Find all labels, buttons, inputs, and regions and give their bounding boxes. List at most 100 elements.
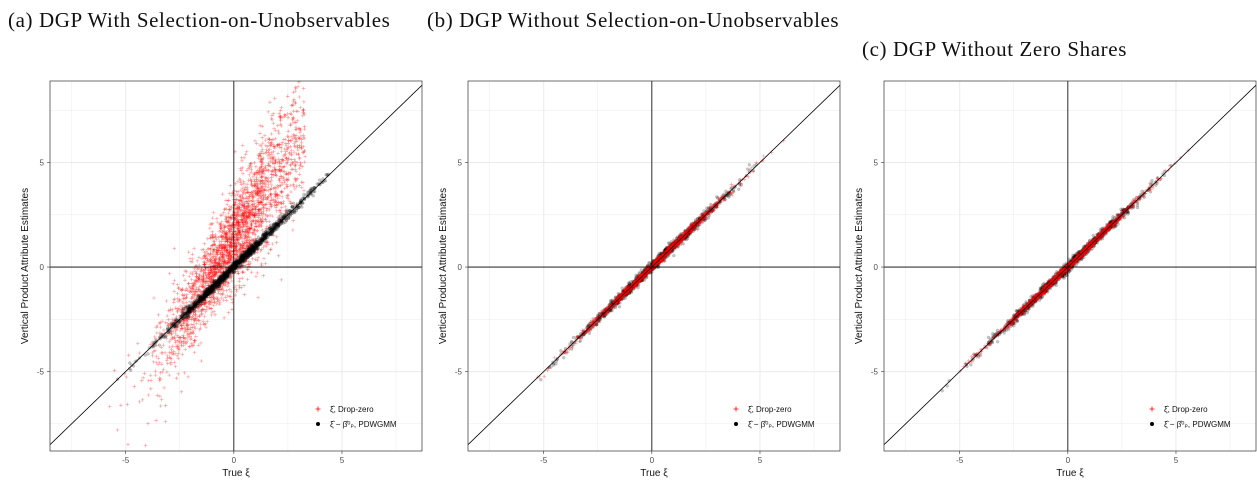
data-point-drop-zero (229, 244, 233, 248)
data-point-drop-zero (224, 231, 228, 236)
data-point-drop-zero (244, 243, 249, 248)
data-point-drop-zero (207, 300, 211, 304)
data-point-drop-zero (255, 185, 260, 189)
data-point-drop-zero (259, 180, 263, 184)
data-point-drop-zero (196, 279, 201, 283)
data-point-drop-zero (293, 136, 298, 140)
data-point-drop-zero (208, 252, 213, 257)
data-point-drop-zero (302, 100, 306, 104)
data-point-drop-zero (189, 331, 193, 336)
data-point-drop-zero (234, 250, 238, 254)
data-point-drop-zero (243, 222, 247, 227)
data-point-drop-zero (260, 169, 265, 174)
data-point-drop-zero (274, 209, 279, 213)
data-point-drop-zero (227, 256, 231, 261)
data-point-drop-zero (258, 153, 262, 158)
data-point-pdwgmm (206, 292, 210, 297)
data-point-pdwgmm (218, 279, 223, 283)
data-point-drop-zero (256, 190, 261, 194)
data-point-drop-zero (150, 351, 154, 355)
data-point-drop-zero (244, 195, 249, 199)
data-point-drop-zero (237, 254, 241, 259)
data-point-drop-zero (218, 242, 222, 246)
data-point-drop-zero (252, 201, 257, 206)
data-point-drop-zero (237, 232, 242, 237)
data-point-drop-zero (221, 236, 225, 240)
data-point-pdwgmm (187, 313, 191, 318)
data-point-drop-zero (217, 289, 221, 293)
data-point-drop-zero (190, 330, 195, 334)
data-point-drop-zero (186, 281, 191, 286)
data-point-drop-zero (188, 337, 193, 342)
data-point-drop-zero (244, 240, 248, 245)
data-point-drop-zero (258, 220, 262, 225)
data-point-drop-zero (224, 214, 228, 218)
data-point-drop-zero (237, 211, 241, 215)
data-point-drop-zero (211, 279, 216, 284)
data-point-drop-zero (270, 214, 274, 218)
data-point-drop-zero (254, 165, 258, 169)
data-point-drop-zero (260, 158, 264, 162)
data-point-drop-zero (220, 192, 225, 196)
data-point-drop-zero (181, 318, 186, 322)
data-point-pdwgmm (216, 284, 220, 288)
data-point-drop-zero (193, 313, 198, 317)
data-point-drop-zero (181, 343, 186, 348)
data-point-drop-zero (276, 129, 280, 133)
data-point-drop-zero (244, 220, 249, 224)
data-point-drop-zero (231, 235, 235, 240)
data-point-pdwgmm (239, 257, 244, 261)
data-point-drop-zero (238, 247, 242, 252)
data-point-drop-zero (221, 257, 225, 262)
data-point-drop-zero (256, 215, 261, 220)
data-point-drop-zero (230, 250, 234, 254)
data-point-drop-zero (276, 157, 281, 161)
data-point-drop-zero (227, 227, 232, 232)
data-point-drop-zero (292, 144, 297, 148)
data-point-drop-zero (257, 189, 262, 194)
data-point-drop-zero (192, 292, 196, 296)
data-point-drop-zero (201, 268, 206, 273)
data-point-drop-zero (265, 209, 269, 213)
data-point-drop-zero (211, 295, 216, 299)
data-point-drop-zero (231, 263, 235, 267)
data-point-drop-zero (234, 287, 239, 292)
data-point-drop-zero (232, 211, 237, 215)
data-point-drop-zero (208, 301, 213, 306)
data-point-drop-zero (253, 224, 257, 229)
data-point-drop-zero (269, 140, 274, 145)
data-point-drop-zero (193, 281, 197, 286)
data-point-drop-zero (204, 261, 208, 265)
data-point-drop-zero (208, 251, 213, 256)
data-point-drop-zero (208, 248, 213, 252)
data-point-drop-zero (245, 230, 249, 234)
data-point-drop-zero (294, 120, 298, 125)
data-point-drop-zero (176, 306, 181, 311)
data-point-drop-zero (219, 224, 223, 228)
data-point-pdwgmm (146, 352, 150, 356)
data-point-drop-zero (214, 285, 218, 289)
data-point-drop-zero (275, 161, 279, 165)
data-point-drop-zero (214, 279, 218, 284)
data-point-drop-zero (260, 220, 265, 224)
data-point-drop-zero (269, 191, 273, 196)
data-point-drop-zero (223, 279, 228, 284)
data-point-drop-zero (178, 328, 183, 332)
data-point-drop-zero (235, 210, 239, 214)
data-point-drop-zero (243, 257, 247, 261)
data-point-drop-zero (222, 225, 227, 230)
data-point-drop-zero (285, 177, 289, 182)
data-point-drop-zero (186, 323, 191, 327)
data-point-drop-zero (187, 344, 192, 349)
data-point-drop-zero (244, 229, 248, 234)
data-point-drop-zero (282, 114, 287, 118)
data-point-drop-zero (301, 180, 305, 185)
data-point-drop-zero (220, 246, 224, 250)
data-point-drop-zero (214, 260, 218, 265)
data-point-drop-zero (205, 295, 209, 300)
data-point-drop-zero (220, 239, 224, 244)
data-point-drop-zero (258, 237, 263, 242)
data-point-drop-zero (273, 170, 278, 174)
data-point-drop-zero (285, 184, 290, 189)
data-point-drop-zero (220, 286, 224, 290)
